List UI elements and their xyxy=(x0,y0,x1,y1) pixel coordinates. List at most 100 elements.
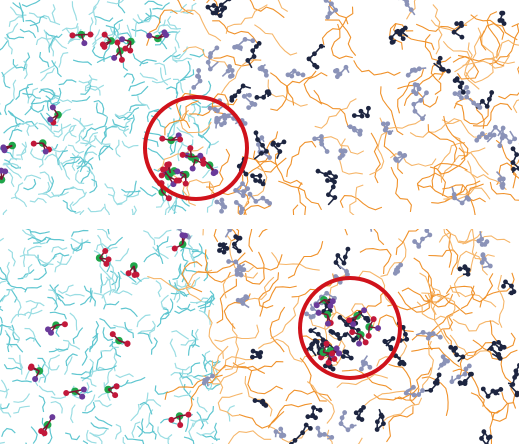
atom xyxy=(497,355,502,360)
atom xyxy=(346,247,351,252)
atom xyxy=(334,345,340,351)
atom xyxy=(222,113,227,118)
atom xyxy=(333,69,338,74)
atom xyxy=(31,141,37,147)
atom xyxy=(219,198,224,203)
atom xyxy=(466,90,471,95)
atom xyxy=(356,341,362,347)
atom xyxy=(342,410,347,415)
atom xyxy=(214,46,219,51)
atom xyxy=(102,248,108,254)
atom xyxy=(112,392,118,398)
atom xyxy=(398,32,403,37)
atom xyxy=(174,168,180,174)
atom xyxy=(47,117,53,123)
atom xyxy=(402,362,407,367)
atom xyxy=(485,239,490,244)
atom xyxy=(263,403,268,408)
atom xyxy=(327,170,332,175)
atom xyxy=(502,345,507,350)
atom xyxy=(325,149,330,154)
atom xyxy=(318,432,323,437)
atom xyxy=(122,46,128,52)
atom xyxy=(103,261,109,267)
atom xyxy=(243,294,248,299)
atom xyxy=(101,44,107,50)
atom xyxy=(119,36,125,42)
atom xyxy=(315,65,320,70)
atom xyxy=(267,155,272,160)
atom xyxy=(248,192,253,197)
atom xyxy=(375,325,381,331)
atom xyxy=(258,179,263,184)
atom xyxy=(314,302,320,308)
atom xyxy=(366,106,371,111)
atom xyxy=(200,161,206,167)
atom xyxy=(177,422,183,428)
atom xyxy=(48,330,54,336)
atom xyxy=(196,68,201,73)
atom xyxy=(69,32,75,38)
atom xyxy=(325,178,330,183)
atom xyxy=(460,35,465,40)
atom xyxy=(326,360,332,366)
atom xyxy=(111,55,117,61)
atom xyxy=(371,316,377,322)
atom xyxy=(159,136,165,142)
atom xyxy=(388,345,393,350)
atom xyxy=(210,374,215,379)
atom xyxy=(443,358,448,363)
atom xyxy=(166,195,172,201)
atom xyxy=(278,427,283,432)
atom xyxy=(124,341,130,347)
atom xyxy=(461,90,466,95)
atom xyxy=(466,197,471,202)
atom xyxy=(324,341,330,347)
atom xyxy=(41,430,47,436)
atom xyxy=(384,126,389,131)
atom xyxy=(480,253,485,258)
atom xyxy=(398,263,403,268)
atom xyxy=(424,90,429,95)
atom xyxy=(458,267,463,272)
atom xyxy=(218,243,223,248)
atom xyxy=(316,310,322,316)
atom xyxy=(164,162,170,168)
atom xyxy=(499,11,504,16)
atom xyxy=(254,44,259,49)
atom xyxy=(180,152,186,158)
atom xyxy=(435,378,440,383)
atom xyxy=(420,388,425,393)
atom xyxy=(344,350,349,355)
atom xyxy=(467,364,472,369)
atom xyxy=(368,365,373,370)
atom xyxy=(366,318,371,323)
atom xyxy=(168,417,174,423)
atom xyxy=(81,40,87,46)
atom xyxy=(197,153,203,159)
atom xyxy=(414,91,419,96)
atom xyxy=(497,143,502,148)
atom xyxy=(2,168,8,174)
atom xyxy=(394,158,399,163)
atom xyxy=(325,321,331,327)
atom xyxy=(468,372,473,377)
atom xyxy=(331,367,336,372)
atom xyxy=(32,376,38,382)
atom xyxy=(187,145,193,151)
atom xyxy=(361,307,367,313)
atom xyxy=(233,93,238,98)
atom xyxy=(361,405,366,410)
atom xyxy=(163,32,169,38)
atom xyxy=(160,167,166,173)
atom xyxy=(87,31,93,37)
atom xyxy=(233,234,238,239)
atom xyxy=(438,56,443,61)
atom xyxy=(177,137,183,143)
atom xyxy=(49,414,55,420)
atom xyxy=(349,329,355,335)
atom xyxy=(211,170,217,176)
atom xyxy=(329,350,335,356)
atom xyxy=(132,272,138,278)
atom xyxy=(497,177,502,182)
